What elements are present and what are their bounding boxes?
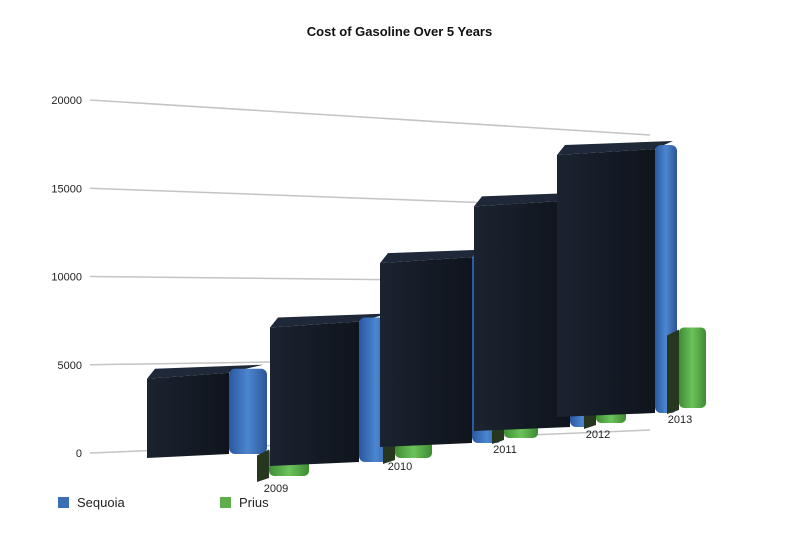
x-tick-label: 2013 (668, 414, 692, 426)
bar-sequoia-top (147, 364, 263, 379)
legend-item-prius: Prius (220, 495, 269, 510)
bar-sequoia-front (147, 372, 229, 458)
y-tick-label: 15000 (51, 183, 82, 195)
bar-prius (679, 327, 706, 408)
x-tick-label: 2012 (586, 429, 610, 441)
x-tick-label: 2009 (264, 483, 288, 495)
y-tick-label: 0 (76, 448, 82, 460)
x-tick-label: 2010 (388, 461, 412, 473)
x-tick-label: 2011 (493, 444, 517, 456)
bar-sequoia-front (270, 321, 359, 466)
bar-sequoia (229, 368, 267, 454)
y-tick-label: 5000 (58, 360, 82, 372)
bar-sequoia-top (270, 313, 389, 328)
bar-sequoia-front (380, 257, 472, 447)
bar-prius-front (257, 449, 269, 482)
bar-sequoia-front (474, 200, 570, 431)
bar-prius-front (667, 329, 679, 414)
legend-label-sequoia: Sequoia (77, 495, 125, 510)
legend-swatch-prius (220, 497, 231, 508)
legend-swatch-sequoia (58, 497, 69, 508)
bar-sequoia-top (380, 249, 498, 264)
y-tick-label: 20000 (51, 95, 82, 107)
legend-label-prius: Prius (239, 495, 269, 510)
y-tick-label: 10000 (51, 272, 82, 284)
chart-title: Cost of Gasoline Over 5 Years (306, 24, 493, 39)
bar-sequoia-top (557, 141, 673, 155)
gridline (89, 99, 651, 136)
legend-item-sequoia: Sequoia (58, 495, 125, 510)
bar-sequoia-front (557, 149, 655, 417)
